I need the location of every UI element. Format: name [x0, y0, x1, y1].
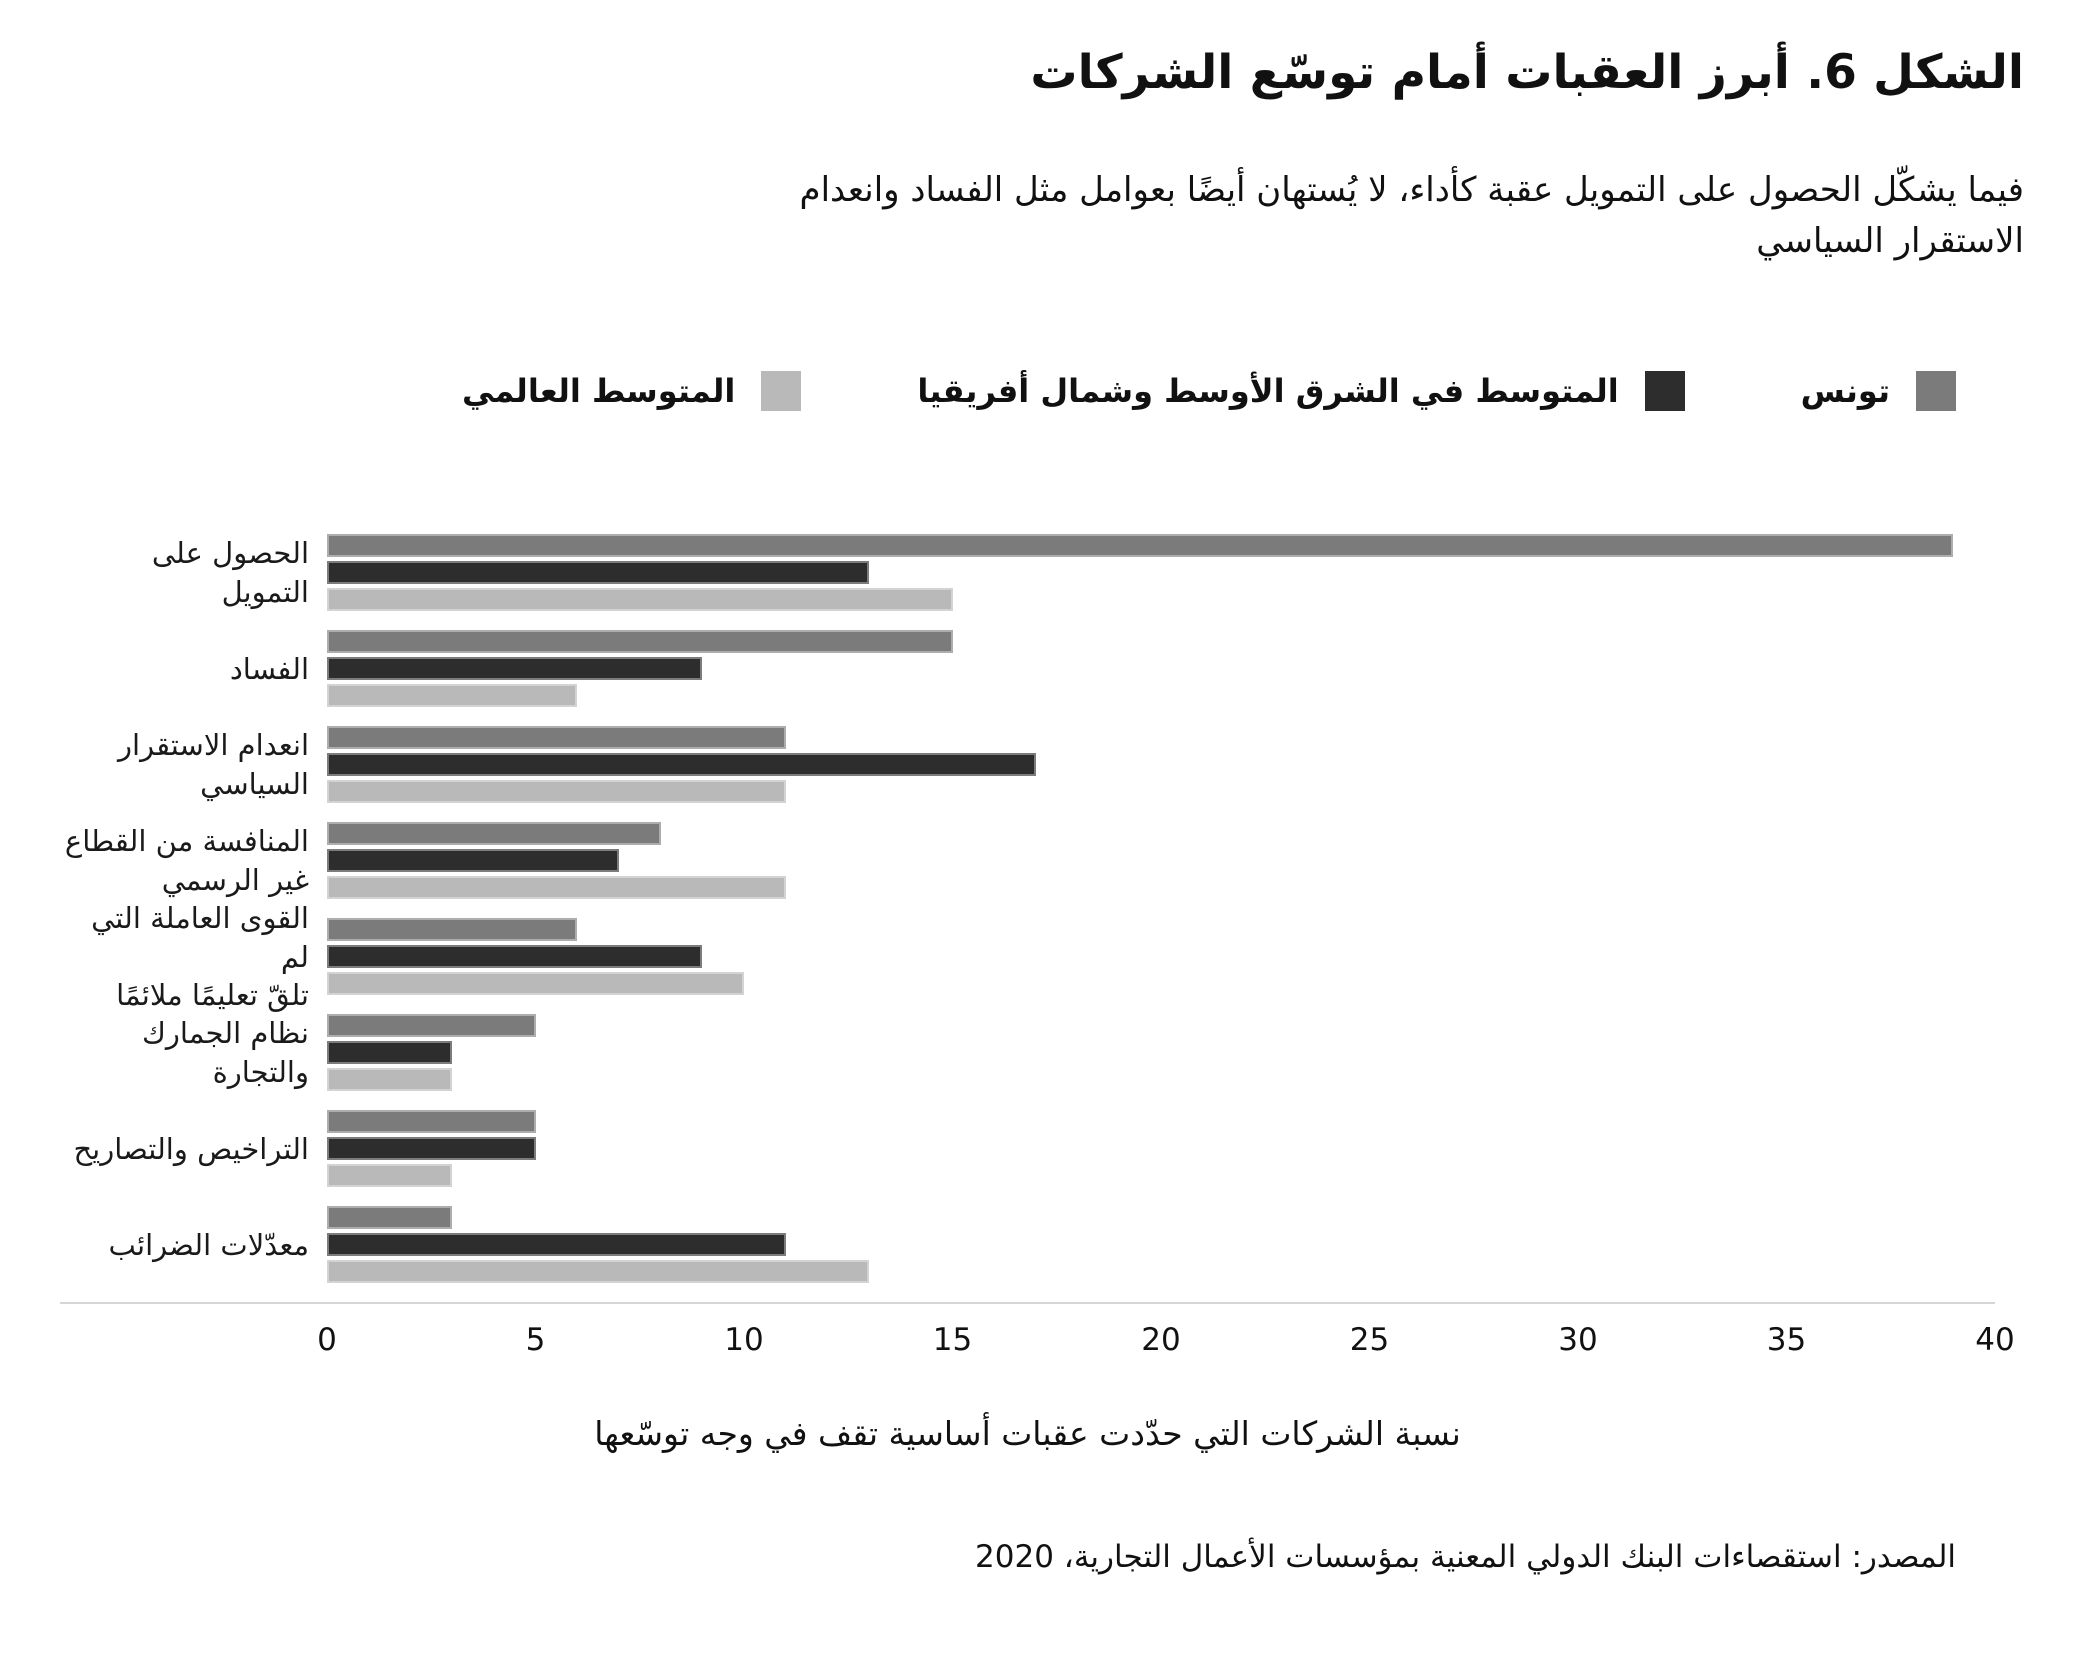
- category-label: الفساد: [229, 651, 309, 686]
- legend-label-mena-average: المتوسط في الشرق الأوسط وشمال أفريقيا: [917, 371, 1619, 410]
- bar-global-average: [327, 684, 578, 708]
- bar-group: [327, 822, 1995, 900]
- category-group-3: المنافسة من القطاع غير الرسمي: [60, 813, 1995, 909]
- bar-tunisia: [327, 1110, 536, 1134]
- bar-tunisia: [327, 1014, 536, 1038]
- category-label: معدّلات الضرائب: [108, 1227, 309, 1262]
- bar-mena-average: [327, 1041, 453, 1065]
- bar-mena-average: [327, 1137, 536, 1161]
- category-group-5: نظام الجمارك والتجارة: [60, 1005, 1995, 1101]
- bar-global-average: [327, 588, 953, 612]
- bar-global-average: [327, 1164, 453, 1188]
- category-label: انعدام الاستقرار السياسي: [118, 728, 309, 801]
- bar-mena-average: [327, 849, 619, 873]
- bar-mena-average: [327, 945, 703, 969]
- x-tick-35: 35: [1766, 1321, 1807, 1358]
- category-label: التراخيص والتصاريح: [73, 1131, 309, 1166]
- x-axis: 0 5 10 15 20 25 30 35 40: [317, 1321, 2015, 1368]
- category-group-4: القوى العاملة التي لم تلقّ تعليمًا ملائم…: [60, 901, 1995, 1012]
- legend-label-global-average: المتوسط العالمي: [461, 371, 736, 410]
- x-tick-30: 30: [1558, 1321, 1598, 1358]
- x-axis-label: نسبة الشركات التي حدّدت عقبات أساسية تقف…: [594, 1413, 1461, 1453]
- bar-global-average: [327, 780, 786, 804]
- category-label: الحصول على التمويل: [151, 536, 309, 609]
- category-group-6: التراخيص والتصاريح: [60, 1101, 1995, 1197]
- chart-legend: تونس المتوسط في الشرق الأوسط وشمال أفريقي…: [60, 370, 1956, 411]
- plot-area: الحصول على التمويل الفساد انعدام الاستقرار…: [60, 525, 1995, 1304]
- bar-group: [327, 534, 1995, 612]
- x-tick-10: 10: [724, 1321, 764, 1358]
- legend-item-tunisia: تونس: [1800, 370, 1956, 411]
- bar-global-average: [327, 972, 744, 996]
- legend-item-global-average: المتوسط العالمي: [461, 370, 802, 411]
- x-tick-40: 40: [1975, 1321, 2015, 1358]
- bar-group: [327, 1110, 1995, 1188]
- bar-group: [327, 1206, 1995, 1284]
- figure-title: الشكل 6. أبرز العقبات أمام توسّع الشركات: [1030, 45, 2024, 100]
- bar-mena-average: [327, 657, 703, 681]
- legend-swatch-tunisia: [1916, 370, 1956, 411]
- bar-group: [327, 726, 1995, 804]
- bar-mena-average: [327, 1233, 786, 1257]
- bar-tunisia: [327, 822, 661, 846]
- bar-tunisia: [327, 630, 953, 654]
- category-label: المنافسة من القطاع غير الرسمي: [64, 824, 309, 897]
- x-tick-20: 20: [1141, 1321, 1181, 1358]
- bar-mena-average: [327, 753, 1036, 777]
- bar-tunisia: [327, 918, 578, 942]
- figure-subtitle: فيما يشكّل الحصول على التمويل عقبة كأداء…: [799, 169, 2024, 261]
- bar-global-average: [327, 1260, 870, 1284]
- legend-label-tunisia: تونس: [1800, 371, 1890, 410]
- category-group-2: انعدام الاستقرار السياسي: [60, 717, 1995, 813]
- category-label: القوى العاملة التي لم تلقّ تعليمًا ملائم…: [91, 901, 309, 1012]
- category-label: نظام الجمارك والتجارة: [142, 1016, 309, 1089]
- x-tick-5: 5: [525, 1321, 546, 1358]
- category-group-7: معدّلات الضرائب: [60, 1197, 1995, 1293]
- bar-group: [327, 918, 1995, 996]
- bar-tunisia: [327, 1206, 453, 1230]
- bar-chart: الحصول على التمويل الفساد انعدام الاستقرار…: [60, 525, 2015, 1453]
- legend-swatch-mena-average: [1644, 370, 1685, 411]
- source-note: المصدر: استقصاءات البنك الدولي المعنية ب…: [975, 1538, 1956, 1575]
- legend-item-mena-average: المتوسط في الشرق الأوسط وشمال أفريقيا: [917, 370, 1685, 411]
- x-tick-25: 25: [1349, 1321, 1390, 1358]
- bar-mena-average: [327, 561, 870, 585]
- bar-global-average: [327, 1068, 453, 1092]
- bar-tunisia: [327, 534, 1954, 558]
- bar-group: [327, 630, 1995, 708]
- legend-swatch-global-average: [761, 370, 802, 411]
- bar-group: [327, 1014, 1995, 1092]
- bar-global-average: [327, 876, 786, 900]
- category-group-0: الحصول على التمويل: [60, 525, 1995, 621]
- bar-tunisia: [327, 726, 786, 750]
- x-tick-0: 0: [317, 1321, 337, 1358]
- x-tick-15: 15: [932, 1321, 973, 1358]
- category-group-1: الفساد: [60, 621, 1995, 717]
